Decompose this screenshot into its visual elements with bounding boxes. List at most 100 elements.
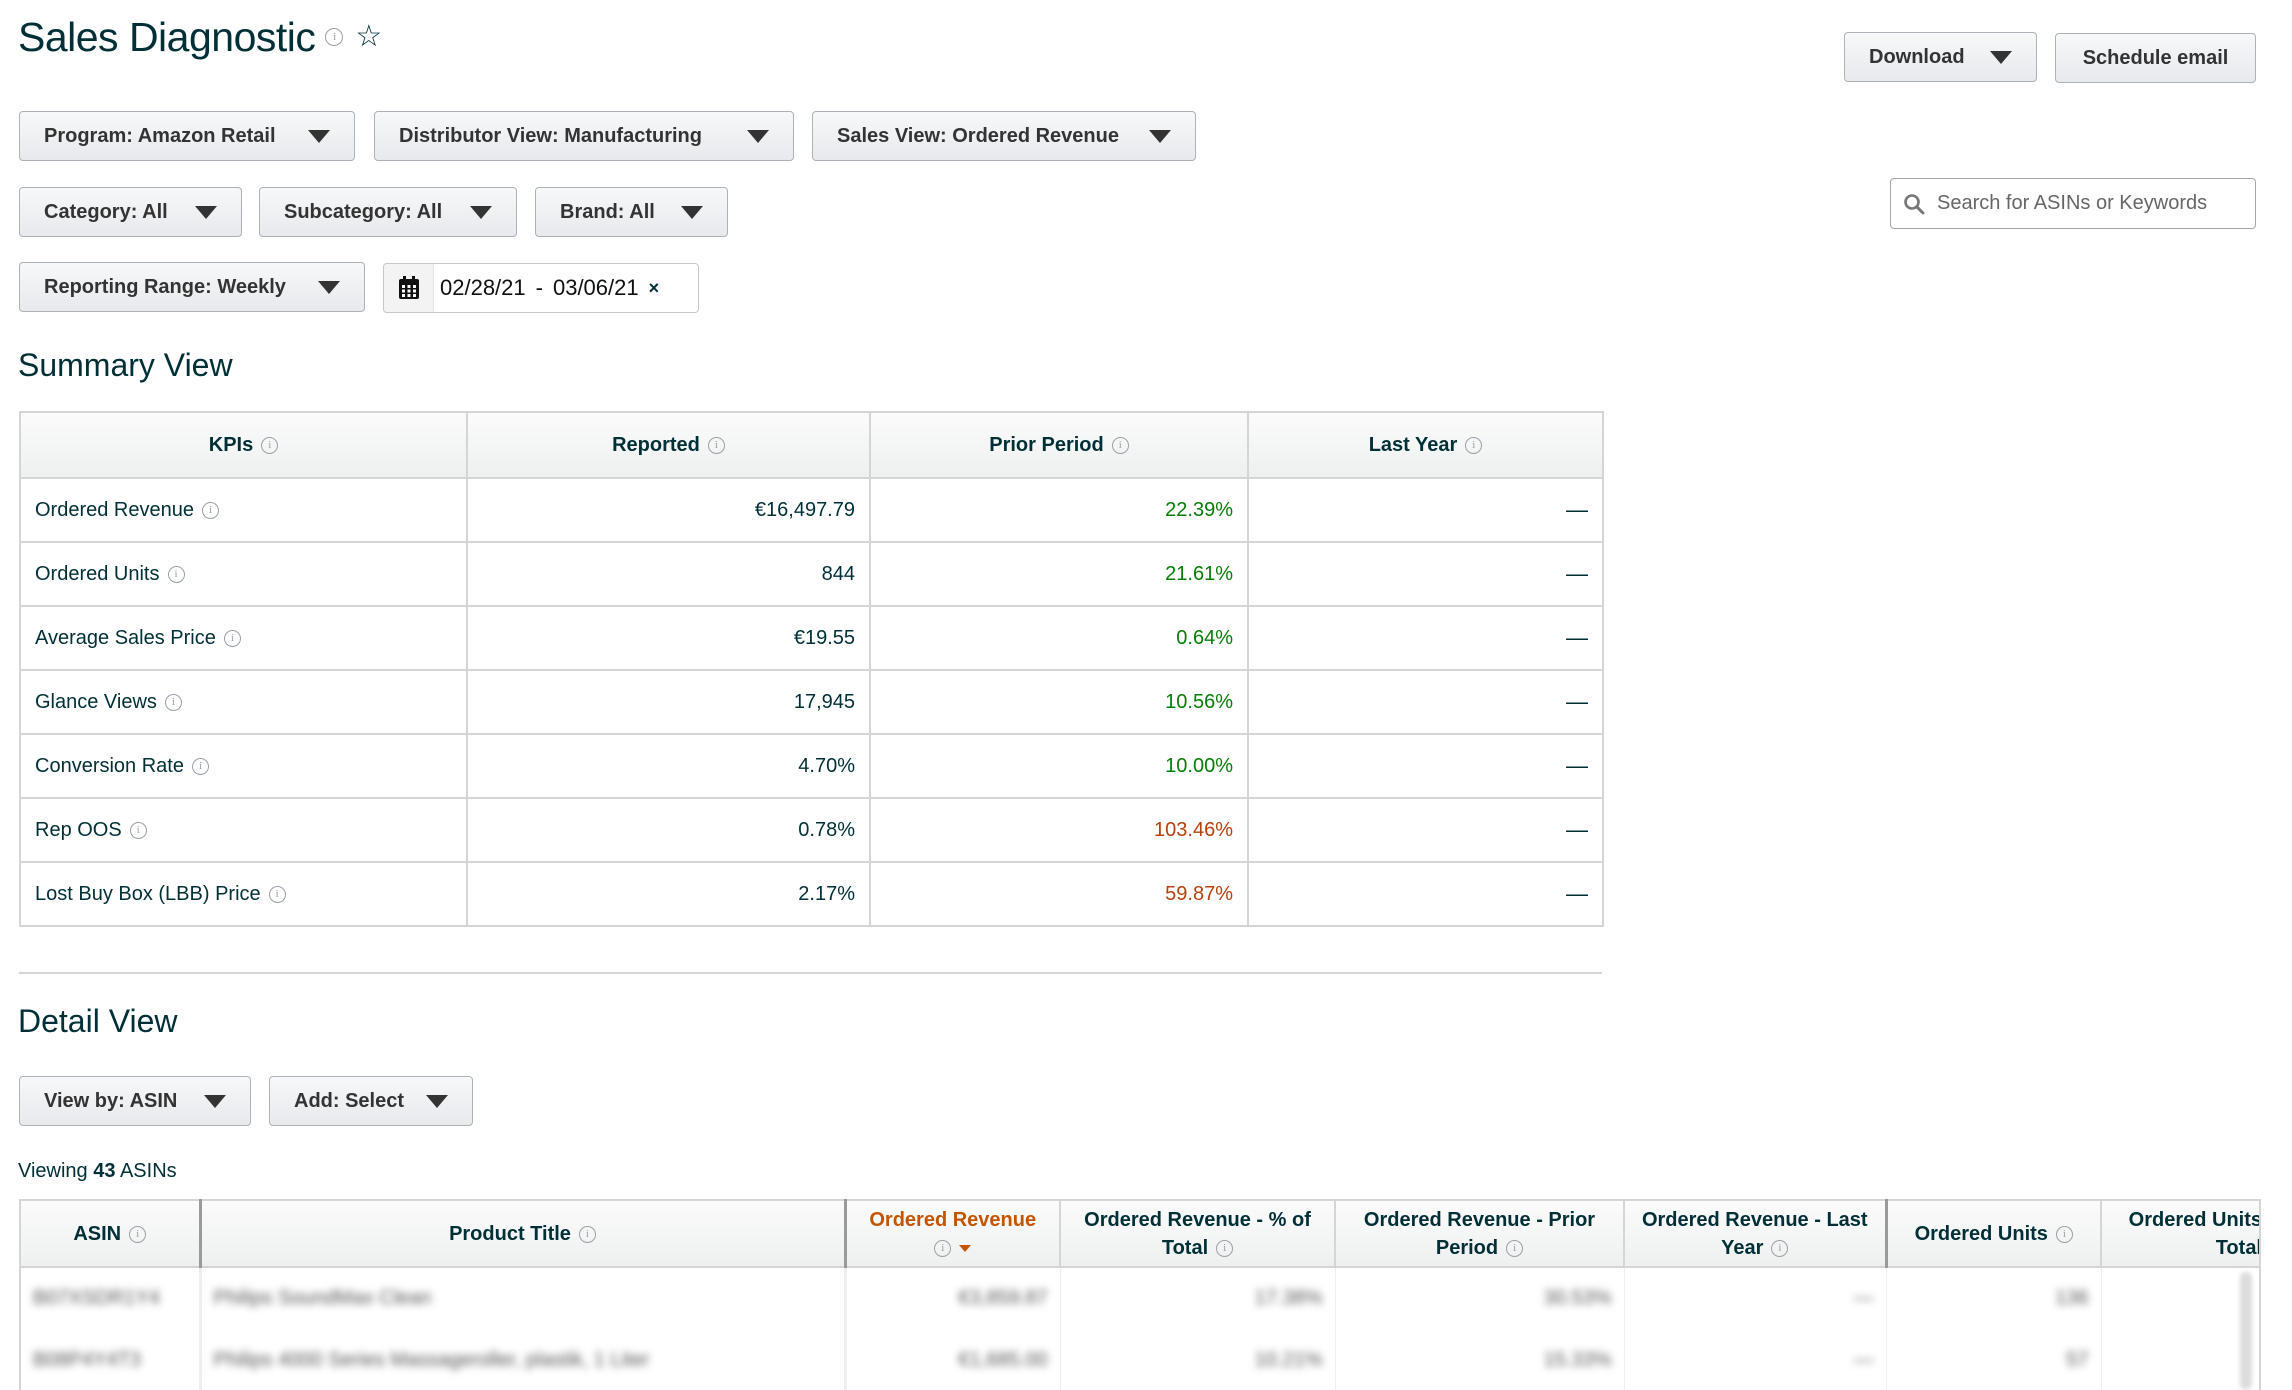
subcategory-label: Subcategory: All — [284, 200, 443, 223]
column-header-ordered-revenue[interactable]: Ordered Revenue i — [844, 1199, 1061, 1268]
column-header-ordered-revenue-pct-total[interactable]: Ordered Revenue - % of Total i — [1059, 1199, 1336, 1268]
column-header-label: ASIN — [73, 1222, 122, 1245]
table-row[interactable]: B08P4Y4T3 Philips 4000 Series Massagerol… — [19, 1329, 2260, 1390]
product-title-cell[interactable]: Philips SoundMax Clean — [199, 1267, 847, 1329]
kpi-cell: Glance Views i — [19, 669, 468, 735]
asin-cell[interactable]: B07XSDR1Y4 — [19, 1267, 202, 1329]
kpi-cell: Rep OOS i — [19, 797, 468, 863]
table-row[interactable]: B07XSDR1Y4 Philips SoundMax Clean €3,859… — [19, 1267, 2260, 1329]
reporting-range-dropdown[interactable]: Reporting Range: Weekly — [19, 262, 365, 312]
column-header-kpis[interactable]: KPIs i — [19, 411, 468, 479]
table-row: Glance Views i 17,945 10.56% — — [19, 669, 1604, 735]
kpi-label: Ordered Units — [35, 562, 160, 585]
info-icon[interactable]: i — [578, 1225, 596, 1243]
info-icon[interactable]: i — [164, 693, 182, 711]
info-icon[interactable]: i — [191, 757, 209, 775]
info-icon[interactable]: i — [268, 885, 286, 903]
subcategory-dropdown[interactable]: Subcategory: All — [259, 187, 517, 237]
reported-value: 2.17% — [466, 861, 871, 927]
info-icon[interactable]: i — [1465, 436, 1483, 454]
date-range-picker[interactable]: 02/28/21 - 03/06/21 × — [383, 263, 699, 313]
brand-dropdown[interactable]: Brand: All — [535, 187, 728, 237]
last-year-value: — — [1853, 1348, 1874, 1371]
table-row: Ordered Revenue i €16,497.79 22.39% — — [19, 477, 1604, 543]
info-icon[interactable]: i — [223, 629, 241, 647]
search-input[interactable] — [1937, 192, 2237, 215]
search-box[interactable] — [1890, 178, 2256, 229]
kpi-label: Lost Buy Box (LBB) Price — [35, 882, 261, 905]
info-icon[interactable]: i — [934, 1239, 952, 1257]
info-icon[interactable]: i — [129, 821, 147, 839]
chevron-down-icon — [681, 205, 703, 219]
reported-value: 17,945 — [466, 669, 871, 735]
info-icon[interactable]: i — [261, 436, 279, 454]
start-date-input[interactable]: 02/28/21 — [440, 275, 526, 300]
program-dropdown-label: Program: Amazon Retail — [44, 124, 276, 147]
info-icon[interactable]: i — [201, 501, 219, 519]
info-icon[interactable]: i — [129, 1225, 147, 1243]
column-header-asin[interactable]: ASIN i — [19, 1199, 202, 1268]
column-header-prior-period[interactable]: Prior Period i — [869, 411, 1249, 479]
product-title-cell[interactable]: Philips 4000 Series Massageroller, plast… — [199, 1329, 847, 1390]
reported-value: €19.55 — [466, 605, 871, 671]
kpi-label: Ordered Revenue — [35, 498, 194, 521]
add-column-label: Add: Select — [294, 1089, 405, 1112]
summary-table: KPIs i Reported i Prior Period i Last Year i… — [19, 411, 1604, 927]
program-dropdown[interactable]: Program: Amazon Retail — [19, 111, 355, 161]
column-header-ordered-units[interactable]: Ordered Units i — [1885, 1199, 2102, 1268]
summary-header-row: KPIs i Reported i Prior Period i Last Year i — [19, 411, 1604, 479]
column-header-label: Product Title — [449, 1222, 571, 1245]
ordered-revenue-cell: €3,859.87 — [844, 1267, 1060, 1329]
sales-view-dropdown[interactable]: Sales View: Ordered Revenue — [812, 111, 1196, 161]
page-title: Sales Diagnostic — [18, 14, 316, 60]
info-icon[interactable]: i — [1771, 1239, 1789, 1257]
table-row: Average Sales Price i €19.55 0.64% — — [19, 605, 1604, 671]
chevron-down-icon — [318, 280, 340, 294]
column-header-label: KPIs — [208, 433, 254, 456]
distributor-view-dropdown[interactable]: Distributor View: Manufacturing — [374, 111, 794, 161]
asin-cell[interactable]: B08P4Y4T3 — [19, 1329, 202, 1390]
ordered-units-value: 57 — [2066, 1348, 2089, 1371]
column-header-reported[interactable]: Reported i — [466, 411, 871, 479]
column-header-ordered-revenue-prior-period[interactable]: Ordered Revenue - Prior Period i — [1334, 1199, 1625, 1268]
favorite-star-icon[interactable]: ☆ — [355, 20, 382, 53]
chevron-down-icon — [204, 1094, 226, 1108]
category-label: Category: All — [44, 200, 168, 223]
clear-date-icon[interactable]: × — [648, 277, 660, 298]
info-icon[interactable]: i — [707, 436, 725, 454]
download-button[interactable]: Download — [1844, 32, 2037, 82]
prior-period-value: 15.33% — [1543, 1348, 1612, 1371]
column-header-last-year[interactable]: Last Year i — [1247, 411, 1604, 479]
ordered-revenue-cell: €1,685.00 — [844, 1329, 1060, 1390]
schedule-email-button[interactable]: Schedule email — [2055, 33, 2256, 83]
info-icon[interactable]: i — [1216, 1239, 1234, 1257]
sort-descending-icon[interactable] — [959, 1244, 972, 1252]
add-column-dropdown[interactable]: Add: Select — [269, 1076, 473, 1126]
column-header-label: Ordered Revenue - % of Total — [1084, 1208, 1311, 1259]
pct-total-cell: 10.21% — [1059, 1329, 1335, 1390]
prior-period-value: 10.00% — [869, 733, 1249, 799]
prior-period-value: 0.64% — [869, 605, 1249, 671]
column-header-ordered-revenue-last-year[interactable]: Ordered Revenue - Last Year i — [1623, 1199, 1888, 1268]
info-icon[interactable]: i — [167, 565, 185, 583]
category-dropdown[interactable]: Category: All — [19, 187, 242, 237]
kpi-label: Conversion Rate — [35, 754, 184, 777]
view-by-label: View by: ASIN — [44, 1089, 178, 1112]
info-icon[interactable]: i — [325, 28, 344, 46]
column-header-product-title[interactable]: Product Title i — [199, 1199, 847, 1268]
end-date-input[interactable]: 03/06/21 — [552, 275, 639, 300]
info-icon[interactable]: i — [2055, 1225, 2073, 1243]
info-icon[interactable]: i — [1506, 1239, 1524, 1257]
column-header-label: Ordered Revenue - Last Year — [1641, 1208, 1868, 1259]
calendar-button[interactable] — [384, 264, 434, 312]
view-by-dropdown[interactable]: View by: ASIN — [19, 1076, 251, 1126]
info-icon[interactable]: i — [1111, 436, 1129, 454]
table-scrollbar[interactable] — [2240, 1272, 2252, 1390]
table-row: Lost Buy Box (LBB) Price i 2.17% 59.87% — — [19, 861, 1604, 927]
kpi-cell: Lost Buy Box (LBB) Price i — [19, 861, 468, 927]
units-total-cell — [2100, 1267, 2260, 1329]
kpi-label: Glance Views — [35, 690, 157, 713]
prior-period-value: 30.53% — [1543, 1287, 1612, 1309]
prior-period-cell: 15.33% — [1334, 1329, 1624, 1390]
